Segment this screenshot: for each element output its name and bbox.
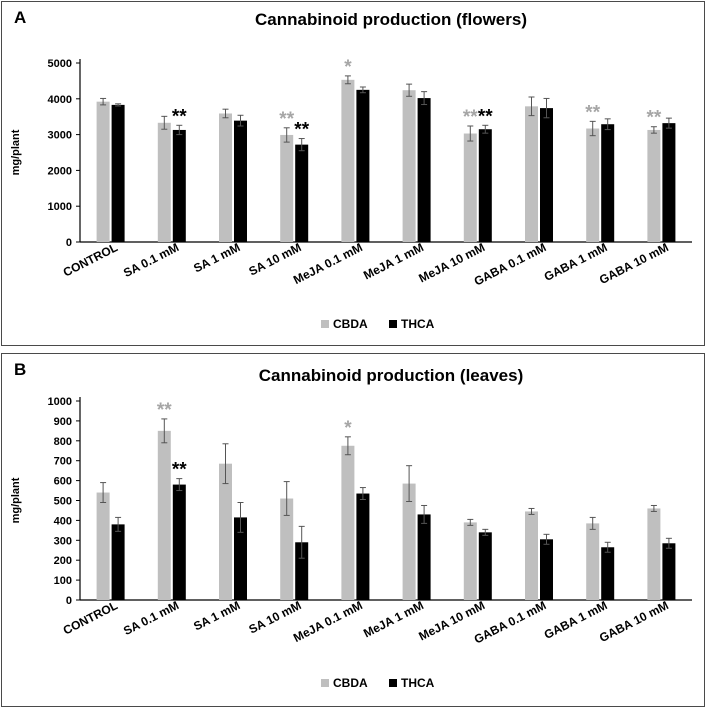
y-axis-title-b: mg/plant: [10, 477, 22, 523]
y-tick-label-b-8: 800: [54, 436, 72, 448]
x-tick-label-a-2: SA 1 mM: [191, 240, 242, 275]
bar-b-thca-9: [662, 543, 676, 600]
chart-title-a: Cannabinoid production (flowers): [255, 10, 527, 29]
bar-a-thca-4: [356, 89, 370, 242]
bar-b-cbda-0: [96, 492, 110, 600]
significance-a-thca-6: **: [478, 106, 493, 127]
x-tick-label-b-5: MeJA 1 mM: [361, 598, 426, 640]
y-tick-label-a-0: 0: [66, 237, 72, 249]
y-tick-label-a-5: 5000: [48, 58, 72, 70]
bar-a-thca-9: [662, 123, 676, 242]
bar-a-cbda-3: [280, 134, 294, 242]
panel-a: A Cannabinoid production (flowers) mg/pla…: [1, 1, 705, 346]
bar-b-thca-1: [172, 484, 186, 600]
bar-b-cbda-8: [586, 523, 600, 600]
bar-b-thca-5: [417, 514, 431, 600]
bar-a-thca-1: [172, 129, 186, 242]
significance-a-thca-1: **: [172, 106, 187, 127]
x-tick-label-a-5: MeJA 1 mM: [361, 240, 426, 282]
significance-a-cbda-8: **: [585, 102, 600, 123]
bar-a-cbda-4: [341, 79, 355, 243]
bar-b-thca-6: [478, 532, 492, 600]
bar-a-cbda-1: [157, 122, 171, 242]
bar-a-thca-3: [295, 144, 309, 242]
bar-b-cbda-4: [341, 445, 355, 600]
significance-a-cbda-4: *: [344, 57, 352, 78]
legend-label-b-cbda: CBDA: [333, 676, 368, 690]
panel-b-letter: B: [14, 360, 27, 379]
x-tick-label-b-4: MeJA 0.1 mM: [291, 598, 365, 645]
bar-b-thca-2: [234, 517, 247, 600]
x-tick-label-a-1: SA 0.1 mM: [121, 240, 181, 280]
bar-a-thca-0: [111, 104, 125, 242]
x-tick-label-a-9: GABA 10 mM: [597, 240, 671, 287]
bar-a-thca-5: [417, 98, 431, 242]
bar-b-thca-0: [111, 524, 125, 600]
significance-a-cbda-6: **: [463, 107, 478, 128]
chart-title-b: Cannabinoid production (leaves): [259, 366, 523, 385]
bar-a-thca-2: [234, 120, 247, 242]
significance-b-thca-1: **: [172, 460, 187, 481]
legend-label-a-thca: THCA: [401, 317, 435, 331]
flowers-chart: Cannabinoid production (flowers) mg/plant…: [10, 10, 692, 331]
legend-label-b-thca: THCA: [401, 676, 435, 690]
bar-b-thca-8: [601, 547, 615, 600]
bar-b-cbda-7: [525, 511, 538, 600]
legend-swatch-a-cbda: [321, 320, 329, 328]
bar-a-cbda-6: [463, 133, 477, 242]
legend-swatch-a-thca: [389, 320, 397, 328]
y-tick-label-a-3: 3000: [48, 130, 72, 142]
bar-b-cbda-9: [647, 508, 661, 600]
bar-a-cbda-9: [647, 129, 661, 242]
bar-a-thca-6: [478, 129, 492, 242]
significance-b-cbda-4: *: [344, 418, 352, 439]
y-axis-title-a: mg/plant: [10, 129, 22, 175]
y-tick-label-b-7: 700: [54, 456, 72, 468]
bar-a-cbda-0: [96, 101, 110, 242]
y-tick-label-b-3: 300: [54, 535, 72, 547]
bar-b-cbda-1: [157, 430, 171, 600]
x-tick-label-b-2: SA 1 mM: [191, 598, 242, 633]
y-tick-label-b-4: 400: [54, 515, 72, 527]
y-tick-label-b-5: 500: [54, 496, 72, 508]
y-tick-label-b-6: 600: [54, 476, 72, 488]
x-tick-label-b-9: GABA 10 mM: [597, 598, 671, 645]
y-tick-label-b-9: 900: [54, 416, 72, 428]
bar-a-thca-7: [540, 108, 553, 242]
y-tick-label-a-4: 4000: [48, 94, 72, 106]
x-tick-label-b-1: SA 0.1 mM: [121, 598, 181, 638]
panel-a-letter: A: [14, 8, 27, 27]
significance-a-cbda-9: **: [647, 108, 662, 129]
y-tick-label-b-1: 100: [54, 575, 72, 587]
bar-b-cbda-5: [402, 483, 416, 600]
legend-swatch-b-thca: [389, 679, 397, 687]
bar-a-cbda-8: [586, 128, 600, 242]
bar-a-cbda-7: [525, 106, 538, 243]
bar-b-cbda-2: [219, 463, 232, 600]
bar-a-cbda-5: [402, 90, 416, 242]
bar-a-cbda-2: [219, 113, 232, 242]
bar-b-cbda-3: [280, 498, 294, 600]
y-tick-label-a-2: 2000: [48, 165, 72, 177]
leaves-chart: Cannabinoid production (leaves) mg/plant 0…: [10, 366, 692, 690]
x-tick-label-a-4: MeJA 0.1 mM: [291, 240, 365, 287]
y-tick-label-a-1: 1000: [48, 201, 72, 213]
y-tick-label-b-10: 1000: [48, 396, 72, 408]
y-tick-label-b-2: 200: [54, 555, 72, 567]
significance-a-cbda-3: **: [279, 109, 294, 130]
significance-a-thca-3: **: [294, 120, 309, 141]
legend-label-a-cbda: CBDA: [333, 317, 368, 331]
bar-a-thca-8: [601, 124, 615, 242]
bar-b-cbda-6: [463, 522, 477, 600]
bar-b-thca-7: [540, 539, 553, 600]
bar-b-thca-4: [356, 493, 370, 600]
legend-swatch-b-cbda: [321, 679, 329, 687]
panel-b: B Cannabinoid production (leaves) mg/plan…: [1, 353, 705, 707]
y-tick-label-b-0: 0: [66, 595, 72, 607]
bar-b-thca-3: [295, 542, 309, 600]
significance-b-cbda-1: **: [157, 400, 172, 421]
